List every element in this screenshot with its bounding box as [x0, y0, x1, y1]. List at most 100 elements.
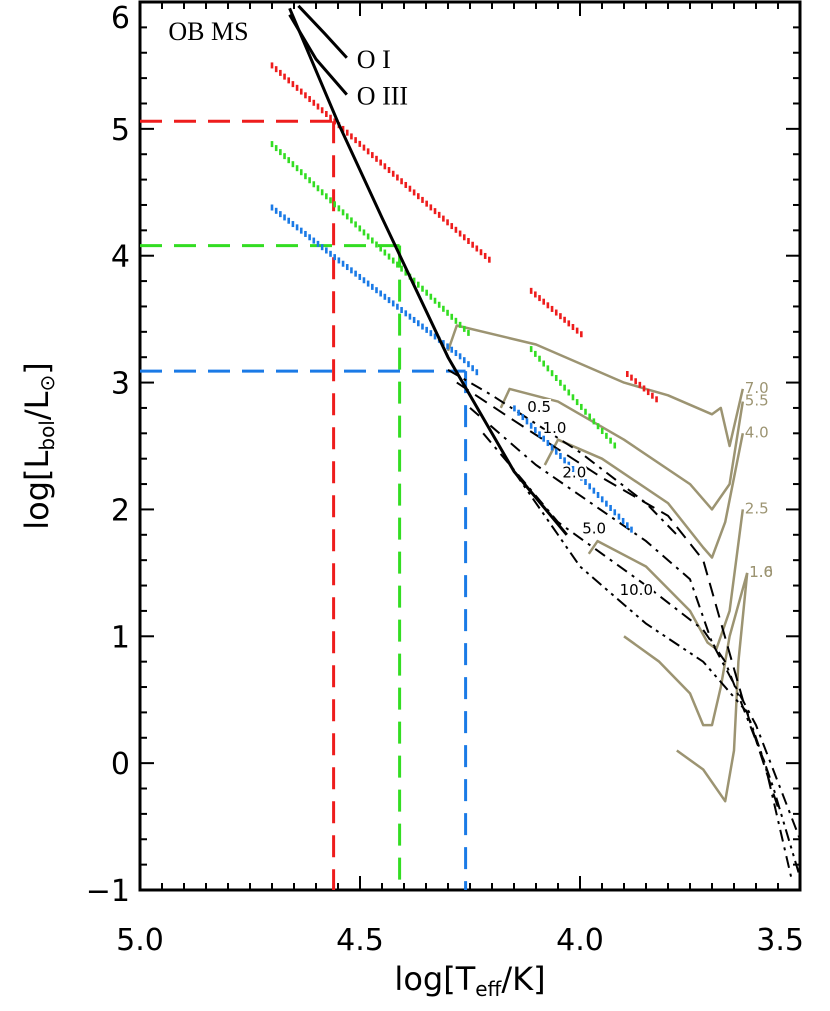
red-data-point [542, 298, 545, 305]
track-label: 7.0 [745, 379, 769, 397]
blue-data-point [588, 483, 591, 490]
green-data-point [446, 309, 449, 316]
red-data-point [362, 144, 366, 151]
blue-data-point [404, 310, 408, 317]
green-data-point [458, 321, 462, 328]
green-data-point [304, 173, 307, 180]
blue-data-point [383, 293, 387, 300]
blue-data-point [580, 474, 583, 481]
red-data-point [329, 114, 332, 121]
red-data-point [350, 133, 353, 140]
x-tick-label: 4.0 [556, 923, 604, 958]
blue-data-point [270, 204, 274, 211]
blue-data-point [396, 303, 399, 310]
blue-data-point [563, 457, 566, 464]
green-data-point [400, 265, 403, 272]
red-data-point [655, 396, 658, 403]
red-data-point [383, 163, 387, 170]
red-data-point [291, 81, 295, 88]
red-data-point [299, 88, 303, 95]
blue-data-point [391, 300, 395, 307]
green-data-point [529, 346, 533, 353]
main-sequence-lines [288, 4, 568, 536]
blue-data-point [458, 353, 462, 360]
blue-data-point [375, 287, 378, 294]
blue-data-point [592, 487, 596, 494]
red-data-point [270, 62, 274, 69]
y-tick-label: 6 [111, 1, 130, 36]
red-data-point [634, 378, 637, 385]
isochrone-label: 5.0 [582, 520, 606, 538]
green-data-point [538, 355, 541, 362]
blue-data-point [546, 440, 550, 447]
green-data-point [387, 253, 391, 260]
green-data-point [325, 193, 328, 200]
green-data-point [580, 403, 583, 410]
plot-frame [138, 0, 802, 892]
green-data-point [571, 394, 575, 401]
blue-data-point [412, 316, 416, 323]
blue-data-point [279, 211, 282, 218]
green-data-point [274, 145, 278, 152]
red-data-point [567, 320, 571, 327]
red-data-point [488, 256, 491, 263]
green-data-point [609, 437, 612, 444]
blue-data-point [559, 453, 562, 460]
blue-data-point [350, 267, 353, 274]
blue-data-point [320, 244, 324, 251]
green-data-point [345, 213, 349, 220]
green-data-point [337, 205, 341, 212]
red-data-point [341, 125, 345, 132]
reference-lines [140, 119, 468, 890]
track-label: 4.0 [745, 423, 769, 441]
blue-data-point [400, 307, 403, 314]
red-data-point [396, 174, 399, 181]
tick-labels: 5.0 4.5 4.0 3.5 −1 0 1 2 3 4 5 6 [86, 1, 804, 958]
red-data-point [354, 137, 357, 144]
red-data-point [563, 316, 566, 323]
red-data-point [325, 110, 328, 117]
x-axis-label-tail: /K] [501, 960, 545, 998]
red-data-point [417, 193, 420, 200]
blue-data-point [605, 500, 608, 507]
green-data-point [354, 221, 357, 228]
red-data-point [425, 200, 428, 207]
blue-data-point [358, 273, 362, 280]
isochrone-label: 2.0 [562, 463, 586, 481]
ms-line-label: O III [357, 82, 408, 111]
blue-data-point [462, 357, 466, 364]
green-data-point [283, 153, 286, 160]
blue-data-point [626, 522, 629, 529]
red-data-point [529, 287, 533, 294]
dotted-series [270, 62, 658, 533]
blue-data-point [345, 264, 349, 271]
track-2.5 [587, 509, 745, 651]
red-data-point [554, 309, 558, 316]
isochrone-0.5 [447, 369, 678, 536]
track-7.0 [446, 324, 745, 448]
red-data-point [638, 381, 642, 388]
green-data-point [546, 365, 550, 372]
y-axis-label-mid: /L [18, 391, 56, 420]
red-data-point [458, 230, 462, 237]
green-data-point [375, 241, 378, 248]
green-data-point [554, 375, 558, 382]
red-data-point [412, 189, 416, 196]
blue-data-point [362, 277, 366, 284]
blue-data-point [425, 326, 428, 333]
red-data-point [295, 84, 299, 91]
red-data-point [433, 208, 437, 215]
y-axis-label-sub: bol [35, 420, 59, 451]
green-data-point [442, 305, 445, 312]
red-data-point [287, 77, 291, 84]
blue-data-point [274, 207, 278, 214]
green-data-point [341, 209, 345, 216]
blue-data-point [442, 340, 445, 347]
blue-data-point [584, 479, 587, 486]
blue-data-point [366, 280, 370, 287]
blue-data-point [529, 422, 533, 429]
blue-data-point [283, 214, 286, 221]
blue-data-point [517, 409, 520, 416]
red-data-point [626, 371, 629, 378]
